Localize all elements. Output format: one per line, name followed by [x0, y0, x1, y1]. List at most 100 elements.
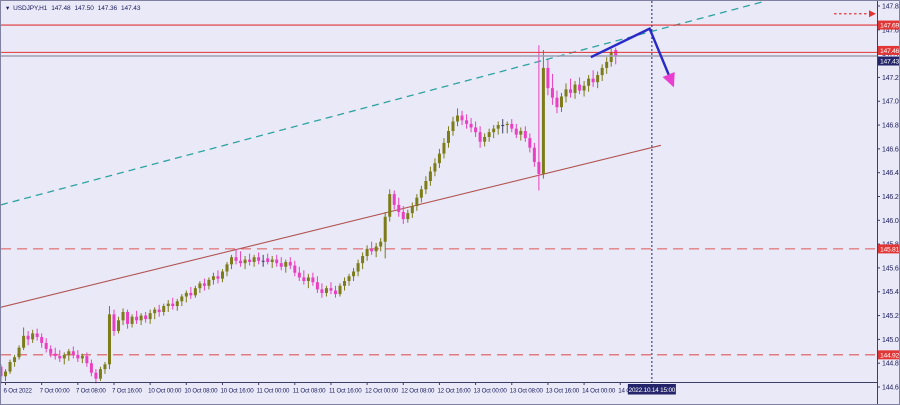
- time-tick-label: 11 Oct 00:00: [257, 388, 290, 395]
- time-tick-label: 10 Oct 00:00: [148, 388, 182, 395]
- time-tick-label: 12 Oct 08:00: [401, 388, 435, 395]
- candle-body: [315, 282, 319, 290]
- candle-body: [112, 314, 116, 332]
- price-tick-label: 147.65: [882, 27, 900, 34]
- forecast-arrow-line: [590, 26, 673, 82]
- candle-body: [85, 356, 89, 364]
- candle-body: [139, 315, 143, 321]
- candle-body: [53, 353, 57, 357]
- candle-body: [306, 277, 310, 282]
- candle-body: [211, 276, 215, 280]
- ascending-support-line: [1, 144, 662, 308]
- candle-body: [596, 75, 600, 83]
- collapse-chart-icon[interactable]: ▾: [6, 5, 10, 12]
- candle-body: [446, 131, 450, 143]
- resistance-price-label: [878, 20, 899, 30]
- candle-body: [22, 335, 26, 348]
- candle-body: [279, 263, 283, 267]
- candle-body: [297, 272, 301, 278]
- time-tick-label: 13 Oct 16:00: [546, 388, 580, 395]
- price-tick-label: 145.25: [882, 313, 900, 320]
- price-tick-label: 145.05: [882, 337, 900, 344]
- price-tick-label: 147.85: [882, 4, 900, 11]
- candle-body: [67, 351, 71, 355]
- candle-body: [392, 194, 396, 205]
- candle-body: [442, 142, 446, 154]
- candle-body: [162, 306, 166, 312]
- time-tick-label: 10 Oct 16:00: [220, 388, 254, 395]
- candle-body: [546, 67, 550, 89]
- candle-body: [35, 333, 39, 337]
- candle-body: [171, 303, 175, 307]
- time-tick-label: 12 Oct 16:00: [437, 388, 471, 395]
- candle-body: [514, 128, 518, 135]
- candle-body: [148, 313, 152, 320]
- candle-body: [257, 257, 261, 261]
- candle-body: [478, 132, 482, 142]
- candle-body: [175, 301, 179, 307]
- time-tick-label: 13 Oct 08:00: [510, 388, 544, 395]
- candle-body: [356, 263, 360, 272]
- candle-body: [428, 171, 432, 182]
- candle-body: [469, 123, 473, 128]
- candle-body: [591, 78, 595, 83]
- candle-body: [130, 316, 134, 324]
- time-tick-label: 11 Oct 08:00: [293, 388, 326, 395]
- candle-body: [117, 320, 121, 332]
- candle-body: [49, 348, 53, 354]
- candle-body: [582, 85, 586, 91]
- candle-body: [234, 257, 238, 261]
- candle-body: [324, 288, 328, 293]
- candle-body: [198, 283, 202, 289]
- candle-body: [17, 347, 21, 358]
- time-tick-label: 7 Oct 16:00: [112, 388, 143, 395]
- candle-body: [388, 194, 392, 217]
- price-tick-label: 144.85: [882, 361, 900, 368]
- candle-body: [397, 204, 401, 212]
- candle-body: [487, 132, 491, 137]
- candle-body: [189, 292, 193, 296]
- mid-support-price-label: [878, 244, 899, 254]
- candle-body: [415, 197, 419, 207]
- time-tick-label: 11 Oct 16:00: [329, 388, 362, 395]
- candle-body: [311, 277, 315, 283]
- price-tick-label: 147.05: [882, 99, 900, 106]
- ask-price-label: [878, 45, 899, 55]
- candle-body: [107, 314, 111, 365]
- candle-body: [460, 115, 464, 121]
- candle-body: [220, 271, 224, 279]
- candle-body: [239, 260, 243, 264]
- price-tick-label: 144.65: [882, 384, 900, 391]
- candle-body: [184, 292, 188, 297]
- time-tick-label: 14 Oct 00:00: [582, 388, 616, 395]
- candle-body: [559, 96, 563, 108]
- mid-support-price-label-text: 145.81: [880, 246, 900, 253]
- target-arrow-head-icon: [869, 10, 876, 18]
- low-support-price-label-text: 144.92: [880, 352, 900, 359]
- bid-price-label-text: 147.43: [880, 59, 900, 66]
- candle-body: [374, 246, 378, 252]
- price-tick-label: 146.45: [882, 170, 900, 177]
- candle-body: [410, 206, 414, 214]
- candle-body: [71, 351, 75, 355]
- chart-title: ▾ USDJPY,H1 147.48 147.50 147.36 147.43: [6, 4, 140, 12]
- forecast-arrow-head-icon: [662, 72, 675, 88]
- candle-body: [270, 259, 274, 262]
- price-tick-label: 146.25: [882, 194, 900, 201]
- candle-body: [555, 97, 559, 108]
- candle-body: [483, 136, 487, 142]
- candle-body: [40, 336, 44, 343]
- candle-body: [419, 189, 423, 198]
- price-tick-label: 146.85: [882, 123, 900, 130]
- candle-body: [180, 296, 184, 302]
- candle-body: [519, 131, 523, 135]
- time-tick-label: 13 Oct 00:00: [474, 388, 508, 395]
- candle-body: [275, 259, 279, 264]
- time-tick-label: 12 Oct 00:00: [365, 388, 399, 395]
- candle-body: [347, 276, 351, 282]
- candle-body: [284, 261, 288, 267]
- candle-body: [505, 123, 509, 126]
